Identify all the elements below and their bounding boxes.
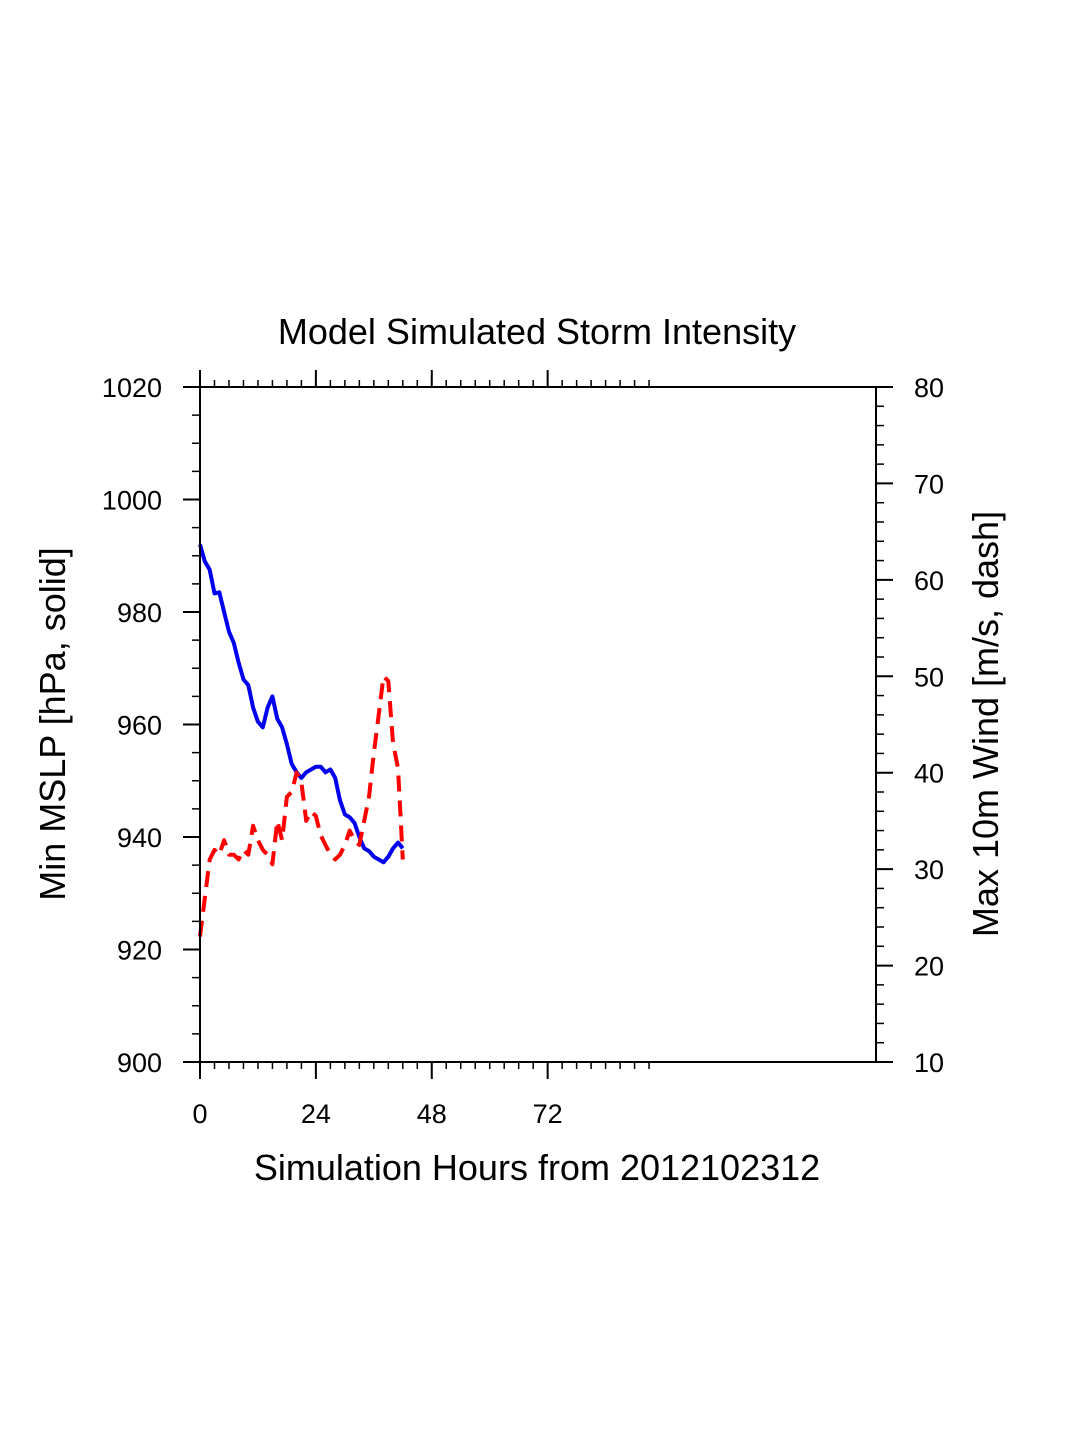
wind-series-line xyxy=(198,674,405,937)
y-right-tick-label: 10 xyxy=(914,1048,944,1078)
axis-ticks xyxy=(183,370,893,1079)
x-tick-label: 72 xyxy=(533,1099,563,1129)
y-right-tick-label: 80 xyxy=(914,373,944,403)
y-left-tick-label: 920 xyxy=(117,936,162,966)
y-axis-label-left: Min MSLP [hPa, solid] xyxy=(32,547,73,901)
y-right-tick-label: 60 xyxy=(914,566,944,596)
y-left-tick-label: 940 xyxy=(117,823,162,853)
y-axis-label-right: Max 10m Wind [m/s, dash] xyxy=(965,511,1006,937)
x-tick-label: 24 xyxy=(301,1099,331,1129)
x-axis-label: Simulation Hours from 2012102312 xyxy=(254,1147,820,1188)
plot-frame xyxy=(199,386,877,1063)
y-left-tick-label: 960 xyxy=(117,711,162,741)
chart-title: Model Simulated Storm Intensity xyxy=(278,311,796,352)
y-right-tick-label: 30 xyxy=(914,855,944,885)
data-series xyxy=(198,543,405,937)
y-right-tick-label: 70 xyxy=(914,469,944,499)
y-left-tick-label: 1000 xyxy=(102,486,162,516)
y-left-tick-label: 980 xyxy=(117,598,162,628)
y-left-tick-label: 1020 xyxy=(102,373,162,403)
pressure-series-line xyxy=(198,543,405,865)
x-tick-label: 0 xyxy=(192,1099,207,1129)
y-right-tick-label: 50 xyxy=(914,662,944,692)
x-tick-label: 48 xyxy=(417,1099,447,1129)
y-left-tick-label: 900 xyxy=(117,1048,162,1078)
y-right-tick-label: 40 xyxy=(914,759,944,789)
y-right-tick-label: 20 xyxy=(914,952,944,982)
axis-tick-labels: 0 24 48 72900920940960980100010201020304050… xyxy=(102,373,944,1129)
